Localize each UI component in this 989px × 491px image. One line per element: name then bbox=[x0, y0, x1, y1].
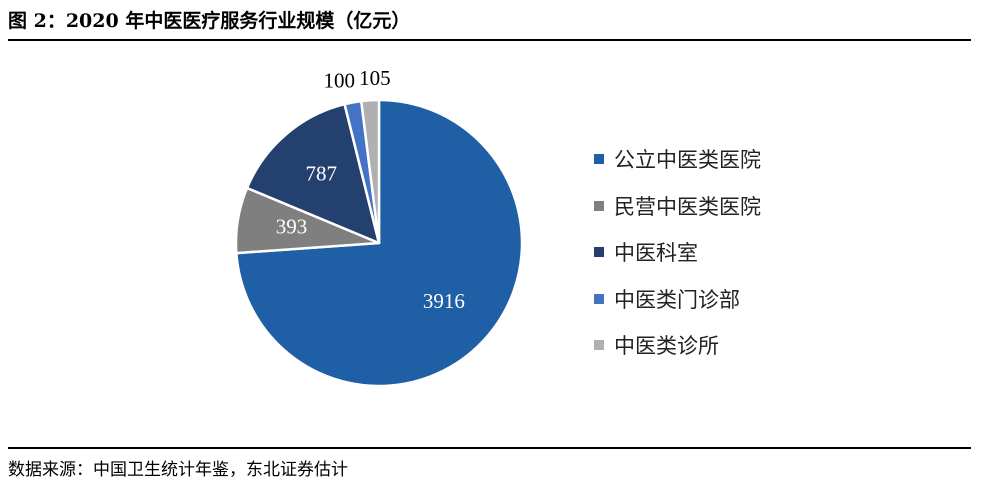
legend-item-2: 民营中医类医院 bbox=[594, 183, 761, 230]
source-note: 数据来源：中国卫生统计年鉴，东北证券估计 bbox=[8, 460, 348, 480]
legend-item-1: 公立中医类医院 bbox=[594, 136, 761, 183]
legend-swatch bbox=[594, 340, 604, 351]
figure-title: 图 2：2020 年中医医疗服务行业规模（亿元） bbox=[8, 10, 411, 32]
legend-label: 中医类诊所 bbox=[614, 334, 719, 359]
legend-item-5: 中医类诊所 bbox=[594, 322, 761, 369]
pie-chart: 3916 393 787 100 105 bbox=[234, 66, 524, 388]
chart-legend: 公立中医类医院 民营中医类医院 中医科室中医类门诊部 中医类诊所 bbox=[594, 136, 761, 369]
bottom-rule bbox=[8, 447, 971, 449]
legend-swatch bbox=[594, 154, 604, 165]
legend-label: 民营中医类医院 bbox=[614, 194, 761, 219]
legend-label: 中医科室 bbox=[614, 241, 698, 266]
legend-swatch bbox=[594, 293, 604, 304]
pie-data-label-1: 3916 bbox=[423, 289, 465, 313]
legend-item-3: 中医科室 bbox=[594, 229, 761, 276]
top-rule bbox=[8, 39, 971, 41]
pie-slices bbox=[234, 98, 524, 388]
pie-slice-5 bbox=[359, 98, 381, 245]
pie-data-label-3: 787 bbox=[305, 162, 337, 186]
legend-item-4: 中医类门诊部 bbox=[594, 276, 761, 323]
pie-data-label-2: 393 bbox=[276, 215, 308, 239]
pie-data-label-5: 105 bbox=[359, 66, 391, 90]
legend-swatch bbox=[594, 200, 604, 211]
pie-data-labels: 3916 393 787 100 105 bbox=[276, 66, 465, 313]
legend-label: 中医类门诊部 bbox=[614, 287, 740, 312]
pie-data-label-4: 100 bbox=[323, 69, 355, 93]
legend-swatch bbox=[594, 247, 604, 258]
legend-label: 公立中医类医院 bbox=[614, 148, 761, 173]
pie-slice-3 bbox=[245, 102, 381, 245]
